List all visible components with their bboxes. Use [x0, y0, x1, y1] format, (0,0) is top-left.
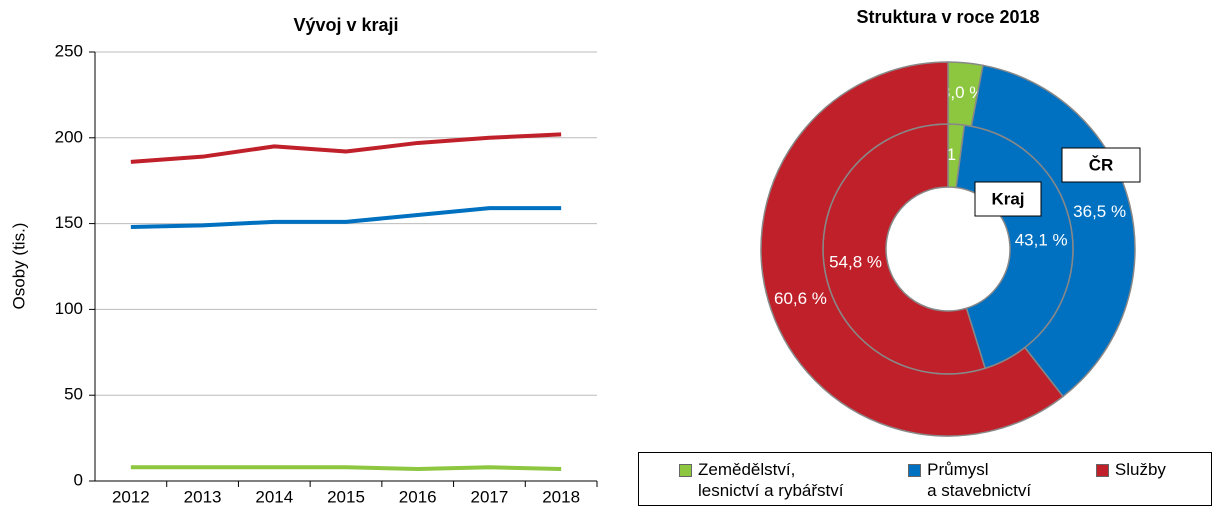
- x-tick-label: 2018: [542, 487, 580, 506]
- y-tick-label: 250: [55, 41, 83, 60]
- series-line: [130, 206, 562, 230]
- legend-label: Služby: [1114, 460, 1166, 479]
- donut-title: Struktura v roce 2018: [856, 7, 1039, 27]
- x-tick-label: 2016: [399, 487, 437, 506]
- x-tick-label: 2015: [327, 487, 365, 506]
- y-tick-label: 100: [55, 299, 83, 318]
- x-tick-label: 2017: [471, 487, 509, 506]
- legend-swatch: [1095, 464, 1109, 477]
- data-label: 60,6 %: [774, 289, 827, 308]
- y-tick-label: 200: [55, 127, 83, 146]
- ring-label: ČR: [1089, 155, 1114, 174]
- ring-label: Kraj: [991, 189, 1024, 208]
- data-label: 43,1 %: [1015, 231, 1068, 250]
- legend-swatch: [679, 464, 692, 477]
- y-tick-label: 0: [74, 470, 83, 489]
- legend-item: Zemědělství, lesnictví a rybářství: [639, 453, 868, 505]
- series-line: [130, 132, 562, 164]
- line-title: Vývoj v kraji: [293, 15, 398, 35]
- series-line: [130, 465, 562, 471]
- x-tick-label: 2013: [184, 487, 222, 506]
- y-tick-label: 50: [64, 385, 83, 404]
- x-tick-label: 2012: [112, 487, 150, 506]
- data-label: 3,0 %: [941, 83, 984, 102]
- ring-label-box: [974, 181, 1042, 217]
- y-axis-label: Osoby (tis.): [9, 223, 28, 310]
- ring-label-box: [1061, 147, 1141, 183]
- y-tick-label: 150: [55, 213, 83, 232]
- legend-item: Průmysl a stavebnictví: [868, 453, 1076, 505]
- donut-segment: [760, 61, 1065, 437]
- x-tick-label: 2014: [255, 487, 293, 506]
- legend-label: Zemědělství, lesnictví a rybářství: [698, 460, 844, 500]
- data-label: 54,8 %: [829, 253, 882, 272]
- legend-swatch: [908, 464, 922, 477]
- data-label: 36,5 %: [1073, 202, 1126, 221]
- legend: Zemědělství, lesnictví a rybářství Průmys…: [638, 452, 1212, 506]
- legend-item: Služby: [1076, 453, 1211, 505]
- legend-label: Průmysl a stavebnictví: [927, 460, 1032, 500]
